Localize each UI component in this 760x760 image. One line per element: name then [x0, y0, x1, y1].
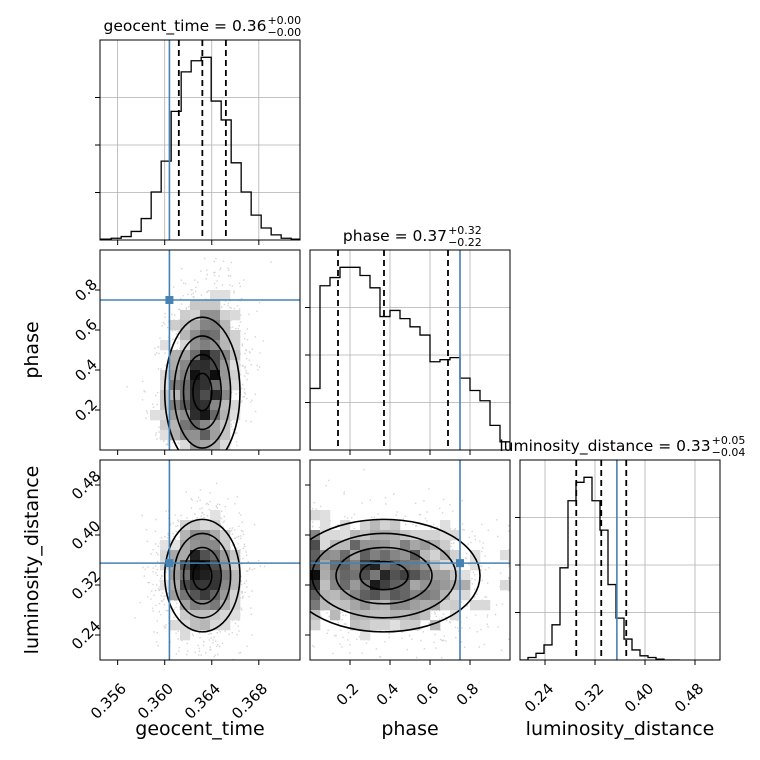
- title-sub: −0.04: [712, 446, 746, 459]
- x-axis-label-phase: phase: [381, 718, 438, 740]
- x-tick-label: 0.364: [181, 680, 224, 723]
- x-axis-label-luminosity_distance: luminosity_distance: [526, 718, 715, 740]
- title-main: phase = 0.37: [343, 227, 447, 245]
- panel-title-geocent_time: geocent_time = 0.36 +0.00−0.00: [104, 14, 302, 39]
- hist-panel-phase: [305, 249, 511, 455]
- contour-1: [182, 546, 222, 605]
- panel-background: [520, 460, 720, 660]
- contour-2: [173, 532, 232, 619]
- title-sup: +0.32: [448, 224, 482, 237]
- y-axis-label-luminosity_distance: luminosity_distance: [21, 466, 43, 655]
- contour-1: [182, 353, 222, 431]
- hist-panel-luminosity_distance: [515, 459, 721, 665]
- contour-3: [163, 518, 241, 633]
- panel-frame: [519, 459, 721, 661]
- scatter-panel-geocent_time-phase: [95, 249, 301, 455]
- histogram-step-geocent_time: [100, 56, 300, 240]
- panel-frame: [99, 249, 301, 451]
- contour-0: [192, 560, 213, 591]
- title-sup: +0.00: [267, 14, 301, 27]
- title-sub: −0.00: [267, 26, 301, 39]
- contour-3: [310, 518, 481, 633]
- x-tick-label: 0.32: [571, 680, 607, 716]
- histogram-step-phase: [310, 266, 510, 450]
- title-sub: −0.22: [448, 236, 482, 249]
- contour-0: [359, 560, 409, 591]
- truth-marker: [456, 559, 464, 568]
- x-tick-label: 0.360: [134, 680, 177, 723]
- contour-1: [335, 546, 433, 605]
- panel-background: [100, 40, 300, 240]
- x-tick-label: 0.8: [453, 680, 483, 710]
- contour-2: [311, 532, 457, 619]
- truth-marker: [165, 296, 174, 304]
- contour-2: [173, 335, 232, 449]
- y-tick-label: 0.40: [68, 517, 104, 553]
- y-tick-label: 0.4: [71, 355, 101, 385]
- histogram-step-luminosity_distance: [520, 476, 680, 660]
- y-tick-label: 0.2: [71, 395, 101, 425]
- y-tick-label: 0.32: [68, 567, 104, 603]
- x-tick-label: 0.4: [373, 680, 403, 710]
- contour-3: [163, 316, 241, 450]
- scatter-panel-geocent_time-luminosity_distance: [95, 459, 301, 665]
- y-axis-label-phase: phase: [21, 321, 43, 378]
- panel-frame: [99, 459, 301, 661]
- x-tick-label: 0.368: [228, 680, 271, 723]
- y-tick-label: 0.6: [71, 315, 101, 345]
- hist-panel-geocent_time: [95, 39, 301, 245]
- scatter-panel-phase-luminosity_distance: [305, 459, 511, 665]
- x-axis-label-geocent_time: geocent_time: [135, 718, 264, 740]
- x-tick-label: 0.6: [413, 680, 443, 710]
- title-sup: +0.05: [712, 434, 746, 447]
- panel-title-phase: phase = 0.37 +0.32−0.22: [343, 224, 482, 249]
- title-main: geocent_time = 0.36: [104, 17, 267, 36]
- x-tick-label: 0.48: [671, 680, 707, 716]
- contour-0: [192, 372, 213, 412]
- y-tick-label: 0.8: [71, 275, 101, 305]
- panel-frame: [309, 249, 511, 451]
- panel-frame: [309, 459, 511, 661]
- truth-marker: [165, 559, 174, 568]
- panel-frame: [99, 39, 301, 241]
- title-main: luminosity_distance = 0.33: [499, 437, 710, 456]
- x-tick-label: 0.24: [521, 680, 557, 716]
- x-tick-label: 0.40: [621, 680, 657, 716]
- y-tick-label: 0.24: [68, 617, 104, 653]
- y-tick-label: 0.48: [68, 467, 104, 503]
- panel-title-luminosity_distance: luminosity_distance = 0.33 +0.05−0.04: [499, 434, 745, 459]
- x-tick-label: 0.2: [333, 680, 363, 710]
- panel-background: [310, 250, 510, 450]
- x-tick-label: 0.356: [87, 680, 130, 723]
